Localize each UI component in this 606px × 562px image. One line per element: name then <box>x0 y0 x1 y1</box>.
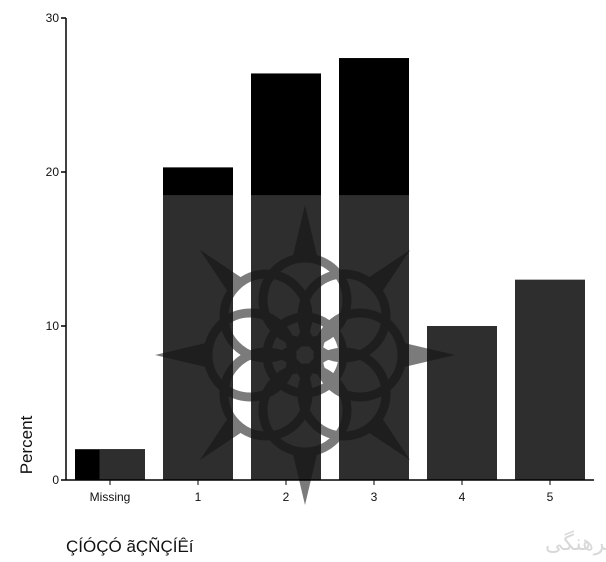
rosette-watermark-icon <box>155 205 455 505</box>
x-tick-label-3: 3 <box>371 490 378 504</box>
y-tick-label-10: 10 <box>46 319 60 333</box>
y-axis-title: Percent <box>17 415 36 474</box>
axes-group: Missing 1 2 3 4 5 0 10 20 30 <box>46 11 594 504</box>
bar-shade-missing <box>99 449 145 480</box>
y-tick-label-20: 20 <box>46 165 60 179</box>
x-tick-label-2: 2 <box>283 490 290 504</box>
x-tick-label-4: 4 <box>459 490 466 504</box>
y-tick-label-30: 30 <box>46 11 60 25</box>
bar-shade-4 <box>427 326 497 480</box>
x-tick-label-5: 5 <box>547 490 554 504</box>
bars-group <box>75 58 585 480</box>
x-tick-label-missing: Missing <box>90 490 131 504</box>
y-tick-label-0: 0 <box>52 473 59 487</box>
x-tick-label-1: 1 <box>195 490 202 504</box>
x-axis-title: ÇÍÓÇÓ ãÇÑÇÍÊí <box>66 537 194 556</box>
watermark-text: شگاه علوم انسانی و مطالعات فرهنگی <box>545 530 606 556</box>
bar-shade-5 <box>515 279 585 480</box>
